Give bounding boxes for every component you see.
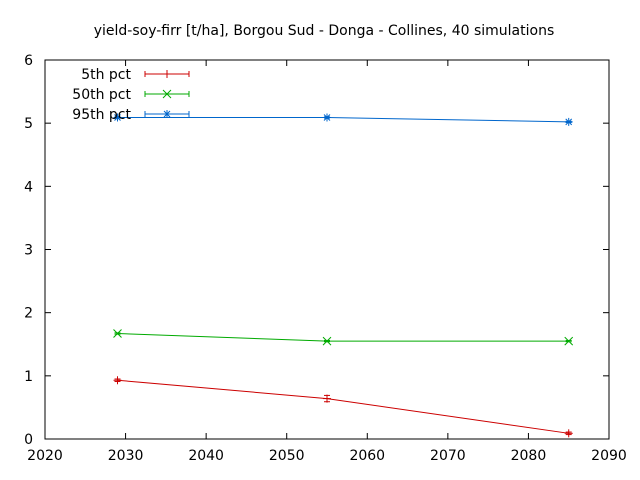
y-tick-label: 3: [24, 243, 33, 259]
data-point: [113, 329, 122, 338]
y-tick-label: 4: [24, 179, 33, 195]
y-tick-label: 1: [24, 369, 33, 385]
series-line: [117, 333, 569, 342]
chart-title: yield-soy-firr [t/ha], Borgou Sud - Dong…: [94, 23, 555, 39]
data-point: [323, 394, 331, 403]
x-tick-label: 2050: [269, 448, 305, 464]
legend-label: 5th pct: [81, 67, 131, 83]
x-tick-label: 2060: [349, 448, 385, 464]
legend-label: 95th pct: [72, 107, 131, 123]
x-tick-label: 2070: [430, 448, 466, 464]
data-point: [113, 376, 122, 385]
x-tick-label: 2040: [188, 448, 224, 464]
data-point: [323, 113, 331, 122]
legend-marker: [162, 89, 172, 99]
x-tick-label: 2080: [511, 448, 547, 464]
legend-marker: [163, 70, 171, 78]
series-2: [113, 329, 574, 346]
data-point: [113, 113, 122, 122]
y-tick-label: 6: [24, 53, 33, 69]
data-point: [564, 336, 574, 346]
data-point: [564, 117, 573, 126]
data-point: [564, 429, 573, 438]
legend: 5th pct 50th pct 95th pct: [72, 67, 190, 123]
x-axis: 2020 2030 2040 2050 2060 2070 2080 2090: [27, 60, 627, 464]
y-tick-label: 2: [24, 306, 33, 322]
series-layer: [113, 113, 574, 438]
data-point: [322, 336, 332, 346]
y-tick-label: 0: [24, 432, 33, 448]
series-line: [117, 116, 569, 123]
x-tick-label: 2090: [591, 448, 627, 464]
y-tick-label: 5: [24, 116, 33, 132]
series-line: [117, 379, 569, 434]
x-tick-label: 2030: [108, 448, 144, 464]
series-3: [113, 113, 573, 126]
series-1: [113, 376, 573, 438]
x-tick-label: 2020: [27, 448, 63, 464]
y-axis: 0 1 2 3 4 5 6: [24, 53, 609, 448]
legend-label: 50th pct: [72, 87, 131, 103]
legend-marker: [163, 110, 171, 118]
